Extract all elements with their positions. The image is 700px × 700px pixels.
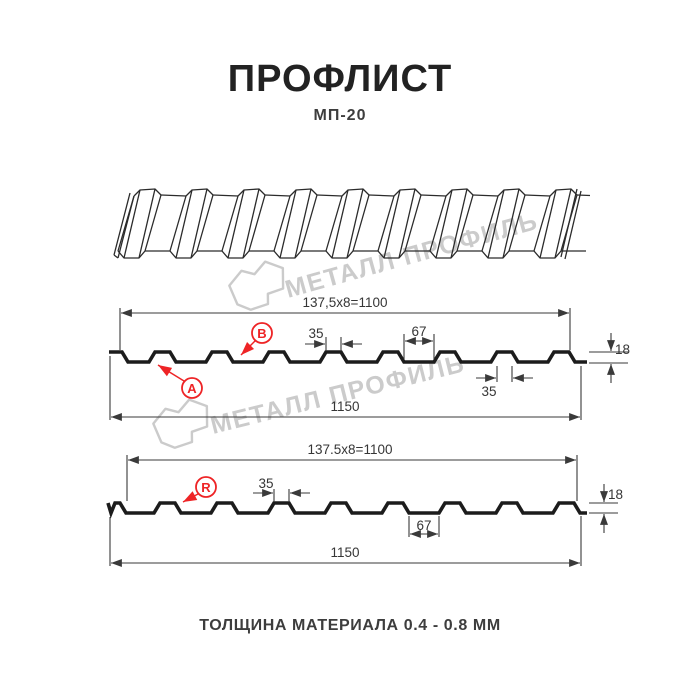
dim-pitch-value: 137,5x8=1100: [303, 295, 388, 310]
header: ПРОФЛИСТ МП-20: [0, 58, 690, 125]
dim-total-width: 1150: [109, 356, 582, 421]
dim-total-width-value: 1150: [330, 545, 359, 560]
dim-total-width: 1150: [109, 516, 582, 567]
dim-height-value: 18: [608, 487, 623, 502]
material-thickness-note: ТОЛЩИНА МАТЕРИАЛА 0.4 - 0.8 ММ: [199, 617, 501, 634]
dim-crest-top-value: 35: [308, 326, 323, 341]
dim-total-width-value: 1150: [330, 399, 359, 414]
profile-outline: [106, 501, 587, 519]
metal-profil-logo-icon: [152, 398, 209, 449]
dim-valley: 67: [403, 324, 435, 359]
dim-crest-bottom-value: 35: [481, 384, 496, 399]
dim-crest: 35: [253, 476, 310, 502]
dim-height-value: 18: [615, 342, 630, 357]
dim-pitch: 137,5x8=1100: [119, 295, 571, 350]
dim-valley-value: 67: [411, 324, 426, 339]
callout-r: R: [182, 476, 217, 503]
callout-r-label: R: [201, 480, 211, 495]
profile-outline: [109, 350, 587, 364]
metal-profil-logo-icon: [228, 260, 285, 311]
dim-height: 18: [589, 333, 630, 383]
cross-section-top: 137,5x8=1100 35 67: [109, 295, 630, 421]
dim-pitch-value: 137.5x8=1100: [308, 442, 393, 457]
watermark-brand-text: МЕТАЛЛ ПРОФИЛЬ: [282, 207, 541, 304]
cross-section-bottom: 137.5x8=1100 35 18: [106, 442, 623, 567]
callout-a: A: [157, 364, 203, 399]
dim-pitch: 137.5x8=1100: [126, 442, 578, 501]
callout-b-label: B: [257, 326, 266, 341]
dim-crest-top: 35: [305, 326, 362, 351]
dim-valley: 67: [408, 516, 440, 538]
dim-crest-bottom: 35: [476, 366, 533, 399]
dim-valley-value: 67: [416, 518, 431, 533]
dim-crest-value: 35: [258, 476, 273, 491]
watermark-lower: МЕТАЛЛ ПРОФИЛЬ: [152, 349, 468, 449]
sheet-3d-view: [113, 188, 590, 260]
dim-height: 18: [589, 484, 623, 533]
page-title: ПРОФЛИСТ: [227, 58, 453, 100]
callout-a-label: A: [187, 381, 197, 396]
callout-b: B: [240, 322, 273, 356]
profile-model-subtitle: МП-20: [313, 107, 367, 124]
